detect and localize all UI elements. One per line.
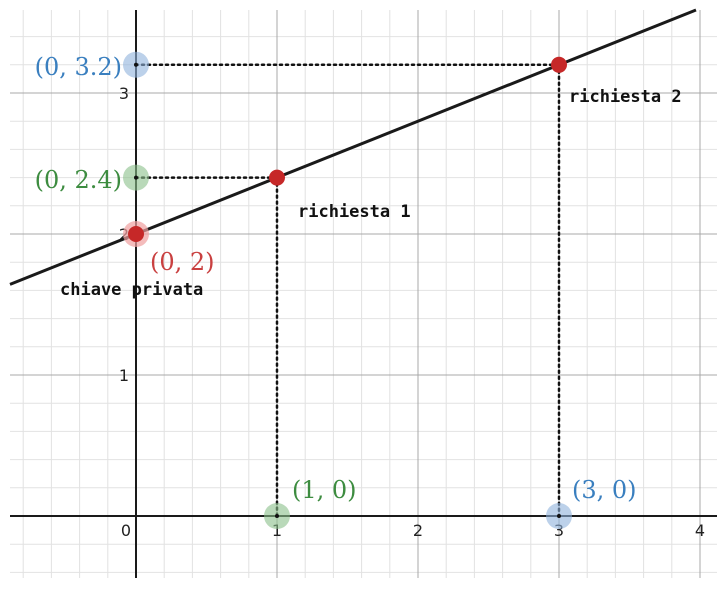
point-coordinate-label: (3, 0) [572, 476, 637, 504]
data-point-center [134, 62, 138, 67]
x-tick-label: 3 [554, 521, 564, 540]
x-tick-label: 1 [272, 521, 282, 540]
point-annotation: richiesta 1 [298, 202, 411, 222]
data-point-red [551, 56, 567, 73]
point-coordinate-label: (0, 2) [150, 248, 215, 276]
point-annotation: richiesta 2 [569, 87, 682, 107]
point-coordinate-label: (1, 0) [292, 476, 357, 504]
data-point-center [275, 514, 279, 518]
point-annotation: chiave privata [60, 280, 203, 300]
x-tick-label: 2 [413, 521, 423, 540]
point-coordinate-label: (0, 3.2) [35, 53, 122, 81]
data-point-red [269, 169, 285, 186]
y-tick-label: 3 [119, 84, 129, 103]
data-point-center [134, 175, 138, 180]
point-coordinate-label: (0, 2.4) [35, 166, 122, 194]
y-tick-label: 1 [119, 366, 129, 385]
x-tick-label: 0 [121, 521, 131, 540]
data-point-center [557, 514, 561, 518]
secret-line [9, 8, 697, 286]
data-point-red [128, 226, 144, 242]
x-tick-label: 4 [695, 521, 705, 540]
